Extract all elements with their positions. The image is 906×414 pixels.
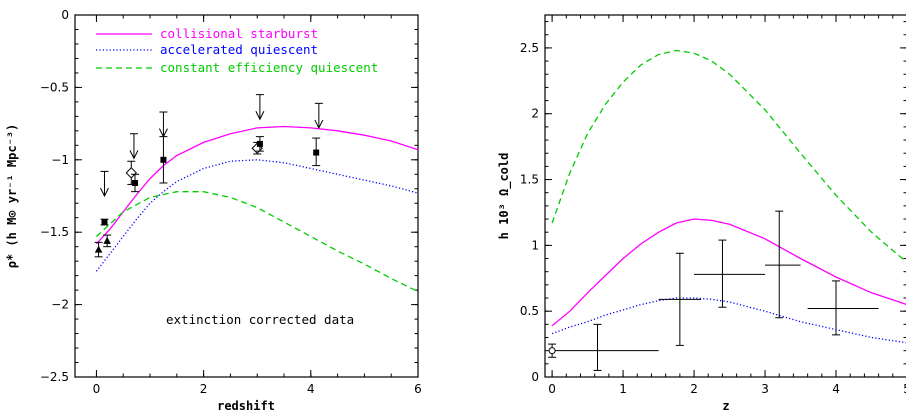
left-xtick-label: 4 xyxy=(307,382,315,396)
left-point-triangle xyxy=(103,236,111,244)
left-upper-limit-arrowhead xyxy=(158,128,168,138)
right-plot-frame xyxy=(544,14,906,378)
left-ytick-label: 0 xyxy=(61,8,69,22)
left-ticks: 0 2 4 6 0 −0.5 −1 −1.5 −2 −2.5 xyxy=(40,8,422,396)
right-data-points xyxy=(548,210,879,371)
left-upper-limit-arrowhead xyxy=(255,111,265,121)
left-point-square xyxy=(256,140,263,147)
left-legend: collisional starburst accelerated quiesc… xyxy=(96,26,378,75)
left-series xyxy=(95,125,419,293)
left-ytick-label: −1 xyxy=(51,153,69,167)
left-upper-limit-arrowhead xyxy=(314,119,324,130)
left-point-triangle xyxy=(94,245,103,253)
legend-label-collisional-starburst: collisional starburst xyxy=(160,26,318,41)
left-annotation: extinction corrected data xyxy=(166,312,354,327)
right-ytick-label: 2.5 xyxy=(520,41,539,55)
left-ytick-label: −1.5 xyxy=(40,225,69,239)
left-ytick-label: −2.5 xyxy=(40,370,69,384)
right-xtick-label: 4 xyxy=(832,382,840,396)
right-xlabel: z xyxy=(722,399,729,413)
left-series-line-0 xyxy=(95,125,419,245)
left-point-diamond xyxy=(125,167,137,179)
left-point-square xyxy=(132,179,139,186)
left-panel-star-formation-rate: 0 2 4 6 0 −0.5 −1 −1.5 −2 −2.5 collisional starbu… xyxy=(5,8,422,413)
left-series-line-1 xyxy=(95,159,419,272)
left-data-points xyxy=(94,94,324,258)
right-point-circle xyxy=(548,347,556,355)
left-series-line-2 xyxy=(95,191,419,293)
right-ytick-label: 1 xyxy=(531,238,539,252)
right-ytick-label: 0 xyxy=(531,370,539,384)
right-xtick-label: 0 xyxy=(548,382,556,396)
right-xtick-label: 2 xyxy=(690,382,698,396)
left-ytick-label: −2 xyxy=(51,298,69,312)
right-series-line-0 xyxy=(551,49,906,263)
right-ytick-label: 0.5 xyxy=(520,304,539,318)
left-upper-limit-arrowhead xyxy=(129,150,139,160)
right-ylabel: h 10³ Ω_cold xyxy=(497,153,512,240)
left-xtick-label: 2 xyxy=(200,382,208,396)
left-ytick-label: −0.5 xyxy=(40,80,69,94)
right-xtick-label: 5 xyxy=(903,382,906,396)
right-series-line-2 xyxy=(551,297,906,344)
right-ticks: 0 1 2 3 4 5 0 0.5 1 1.5 2 2.5 xyxy=(520,15,906,396)
legend-label-accelerated-quiescent: accelerated quiescent xyxy=(160,42,318,57)
right-xtick-label: 1 xyxy=(619,382,627,396)
left-point-square xyxy=(313,149,320,156)
right-xtick-label: 3 xyxy=(761,382,769,396)
left-upper-limit-arrowhead xyxy=(100,187,109,198)
left-point-square xyxy=(160,156,167,163)
left-point-square xyxy=(101,219,108,226)
left-xtick-label: 6 xyxy=(414,382,422,396)
left-plot-frame xyxy=(74,14,419,378)
left-xtick-label: 0 xyxy=(93,382,101,396)
left-ylabel: ρ̇* (h M⊙ yr⁻¹ Mpc⁻³) xyxy=(5,124,19,269)
right-panel-cold-gas-density: 0 1 2 3 4 5 0 0.5 1 1.5 2 2.5 z h 10³ Ω_cold xyxy=(497,14,906,413)
legend-label-constant-efficiency-quiescent: constant efficiency quiescent xyxy=(160,60,378,75)
right-series-line-1 xyxy=(551,218,906,327)
right-series xyxy=(551,49,906,344)
right-ytick-label: 2 xyxy=(531,107,539,121)
left-xlabel: redshift xyxy=(217,399,275,413)
right-ytick-label: 1.5 xyxy=(520,173,539,187)
